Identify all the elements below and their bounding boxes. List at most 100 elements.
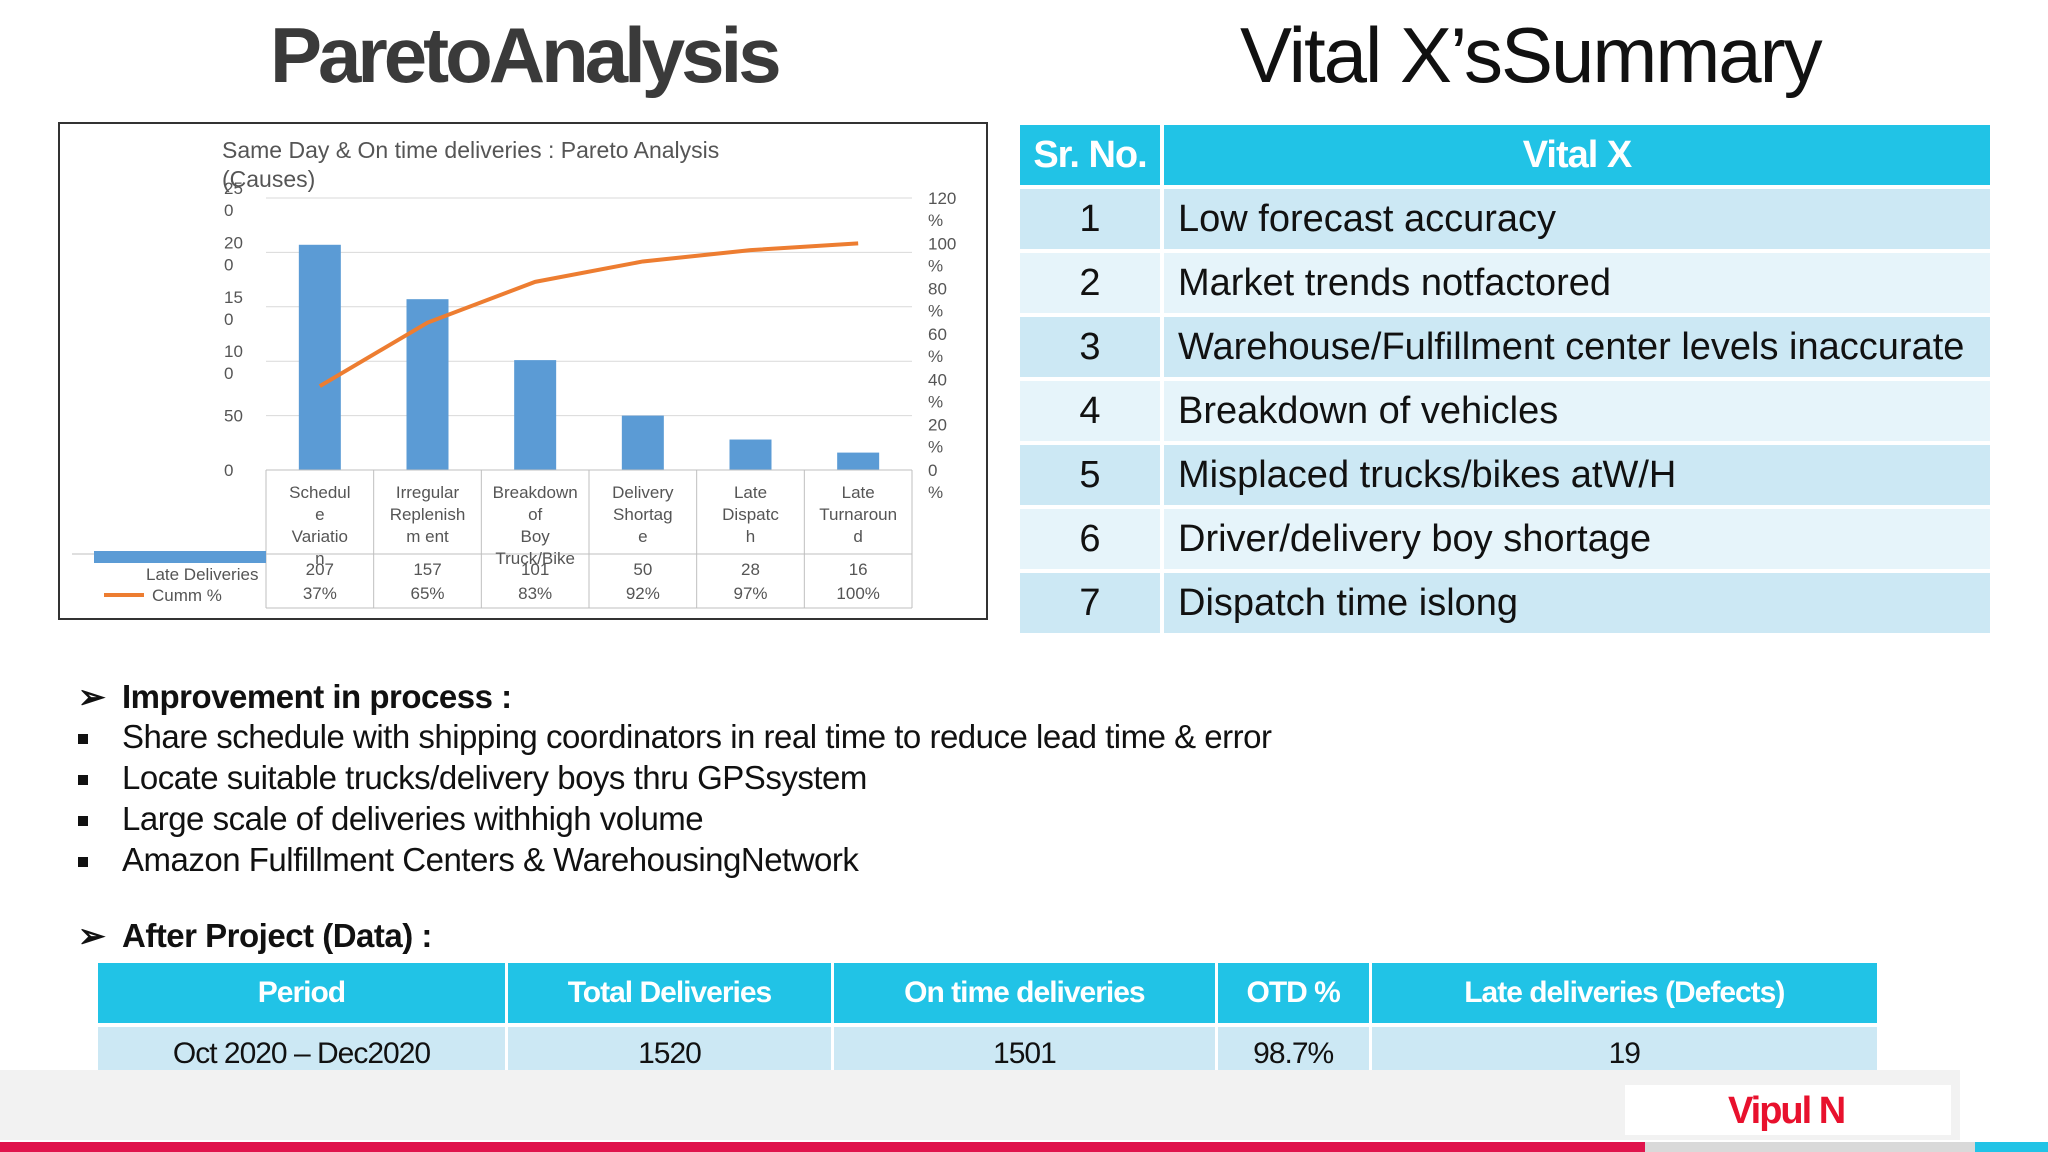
chart-table-percent: 83% <box>518 584 552 603</box>
improvement-item-text: Amazon Fulfillment Centers & Warehousing… <box>122 841 859 878</box>
vital-row: 6 Driver/delivery boy shortage <box>1020 509 1990 569</box>
improvement-item: Amazon Fulfillment Centers & Warehousing… <box>78 841 859 879</box>
chart-y-right-tick: % <box>928 256 943 275</box>
chart-category-label: Replenish <box>390 505 466 524</box>
vital-text: Breakdown of vehicles <box>1164 381 1990 441</box>
chart-y-left-tick: 15 <box>224 288 243 307</box>
chart-y-right-tick: % <box>928 302 943 321</box>
chart-category-label: Breakdown <box>493 483 578 502</box>
vital-x-table: Sr. No. Vital X 1 Low forecast accuracy 2… <box>1020 121 1990 637</box>
slide-title-left: ParetoAnalysis <box>270 11 782 99</box>
chart-table-percent: 92% <box>626 584 660 603</box>
after-project-heading: ➢ After Project (Data) : <box>78 916 432 955</box>
chart-category-label: Turnaroun <box>819 505 897 524</box>
improvement-heading-text: Improvement in process : <box>122 678 512 715</box>
square-bullet-icon <box>78 816 88 827</box>
chart-table-percent: 37% <box>303 584 337 603</box>
chart-y-left-tick: 0 <box>224 461 233 480</box>
vital-row: 2 Market trends notfactored <box>1020 253 1990 313</box>
pareto-chart-svg: Same Day & On time deliveries : Pareto A… <box>72 137 956 609</box>
chart-table-percent: 97% <box>733 584 767 603</box>
after-header-row: Period Total Deliveries On time deliveri… <box>98 963 1880 1027</box>
chart-y-left-tick: 0 <box>224 364 233 383</box>
chart-category-label: Truck/Bike <box>495 549 575 568</box>
vital-no: 1 <box>1020 189 1164 249</box>
improvement-heading: ➢ Improvement in process : <box>78 677 512 716</box>
chart-table-value: 207 <box>306 560 334 579</box>
chart-category-label: Delivery <box>612 483 674 502</box>
vital-header-no: Sr. No. <box>1020 125 1164 185</box>
slide-title-right: Vital X’sSummary <box>1240 11 1823 99</box>
chart-y-right-tick: 80 <box>928 280 947 299</box>
improvement-item-text: Large scale of deliveries withhigh volum… <box>122 800 704 837</box>
chart-title-line: (Causes) <box>222 166 315 192</box>
improvement-item: Share schedule with shipping coordinator… <box>78 718 1272 756</box>
chart-y-right-tick: 60 <box>928 325 947 344</box>
chart-category-label: Shortag <box>613 505 673 524</box>
after-header-cell: Period <box>98 963 508 1027</box>
vital-text: Warehouse/Fulfillment center levels inac… <box>1164 317 1990 377</box>
square-bullet-icon <box>78 775 88 786</box>
footer-bar-red <box>0 1142 1645 1152</box>
chart-bar <box>729 439 772 470</box>
square-bullet-icon <box>78 857 88 868</box>
vital-text: Driver/delivery boy shortage <box>1164 509 1990 569</box>
improvement-item: Large scale of deliveries withhigh volum… <box>78 800 704 838</box>
chart-category-label: Schedul <box>289 483 350 502</box>
after-project-table: Period Total Deliveries On time deliveri… <box>98 963 1880 1081</box>
pareto-chart: Same Day & On time deliveries : Pareto A… <box>58 122 988 620</box>
chart-legend-label: Cumm % <box>152 586 222 605</box>
chart-y-right-tick: 0 <box>928 461 937 480</box>
chart-cumulative-line <box>318 241 859 388</box>
vital-row: 1 Low forecast accuracy <box>1020 189 1990 249</box>
after-header-cell: Late deliveries (Defects) <box>1371 963 1880 1027</box>
chart-y-right-tick: 20 <box>928 416 947 435</box>
square-bullet-icon <box>78 734 88 745</box>
after-header-cell: On time deliveries <box>834 963 1218 1027</box>
chart-legend-bar-key <box>94 551 266 563</box>
vital-no: 7 <box>1020 573 1164 633</box>
chart-y-right-tick: % <box>928 211 943 230</box>
chart-category-label: Dispatc <box>722 505 779 524</box>
chart-table-value: 50 <box>633 560 652 579</box>
chart-bar <box>406 299 449 470</box>
chart-y-left-tick: 0 <box>224 310 233 329</box>
chart-category-label: e <box>638 527 647 546</box>
vital-no: 5 <box>1020 445 1164 505</box>
footer-label-box <box>1625 1085 1951 1135</box>
chart-bar <box>514 360 557 470</box>
chart-bar <box>621 415 664 470</box>
chart-y-left-tick: 50 <box>224 407 243 426</box>
footer-bar-cyan <box>1975 1142 2048 1152</box>
arrow-bullet-icon: ➢ <box>78 678 106 715</box>
chart-table-value: 16 <box>849 560 868 579</box>
vital-text: Misplaced trucks/bikes atW/H <box>1164 445 1990 505</box>
chart-category-label: Variatio <box>292 527 348 546</box>
vital-text: Low forecast accuracy <box>1164 189 1990 249</box>
improvement-item: Locate suitable trucks/delivery boys thr… <box>78 759 867 797</box>
chart-category-label: n <box>315 549 324 568</box>
chart-title-line: Same Day & On time deliveries : Pareto A… <box>222 137 719 163</box>
chart-y-right-tick: 100 <box>928 234 956 253</box>
chart-bar <box>298 244 341 470</box>
after-header-cell: Total Deliveries <box>507 963 835 1027</box>
improvement-item-text: Share schedule with shipping coordinator… <box>122 718 1272 755</box>
chart-bar <box>837 452 880 470</box>
chart-y-left-tick: 10 <box>224 342 243 361</box>
vital-no: 6 <box>1020 509 1164 569</box>
chart-category-label: Boy <box>521 527 551 546</box>
chart-y-left-tick: 25 <box>224 179 243 198</box>
chart-category-label: m ent <box>406 527 449 546</box>
vital-header-x: Vital X <box>1164 125 1990 185</box>
vital-text: Dispatch time islong <box>1164 573 1990 633</box>
chart-category-label: d <box>853 527 862 546</box>
chart-table-percent: 65% <box>410 584 444 603</box>
chart-category-label: Irregular <box>396 483 460 502</box>
chart-y-right-tick: 40 <box>928 370 947 389</box>
chart-table-value: 101 <box>521 560 549 579</box>
chart-y-right-tick: % <box>928 483 943 502</box>
chart-y-right-tick: % <box>928 392 943 411</box>
vital-row: 4 Breakdown of vehicles <box>1020 381 1990 441</box>
improvement-item-text: Locate suitable trucks/delivery boys thr… <box>122 759 867 796</box>
chart-y-right-tick: % <box>928 438 943 457</box>
